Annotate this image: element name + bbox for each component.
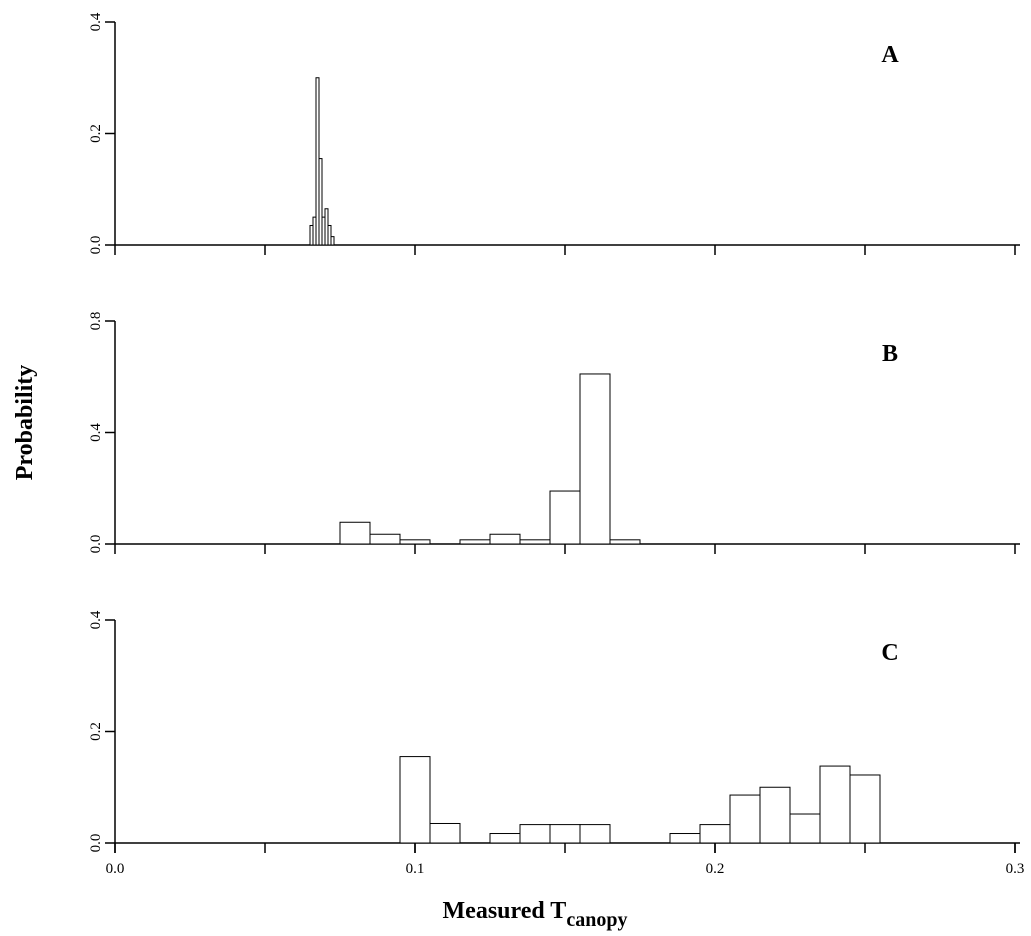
y-tick-label: 0.0	[88, 236, 104, 255]
y-axis-label: Probability	[12, 365, 38, 481]
panel-label: B	[882, 341, 898, 367]
y-tick-label: 0.4	[88, 610, 104, 629]
bar	[819, 765, 851, 844]
bar	[369, 533, 401, 545]
bar	[789, 813, 821, 844]
bar	[327, 224, 332, 246]
y-tick-label: 0.8	[88, 312, 104, 331]
bar	[399, 756, 431, 844]
bar	[339, 521, 371, 545]
bar	[729, 794, 761, 844]
bar	[519, 539, 551, 545]
x-axis-label-sub: canopy	[566, 909, 627, 931]
x-tick-label: 0.1	[406, 861, 425, 877]
y-tick-label: 0.0	[88, 834, 104, 853]
x-axis-label: Measured Tcanopy	[443, 898, 628, 931]
panel-label: A	[881, 42, 899, 68]
bar	[549, 490, 581, 545]
bar	[579, 824, 611, 844]
bar	[759, 786, 791, 844]
bar	[330, 236, 335, 246]
y-tick-label: 0.2	[88, 722, 104, 741]
y-tick-label: 0.4	[88, 12, 104, 31]
bar	[849, 774, 881, 844]
y-tick-label: 0.4	[88, 423, 104, 442]
bar	[609, 539, 641, 545]
panel-label: C	[881, 640, 898, 666]
bar	[669, 833, 701, 844]
x-tick-label: 0.2	[706, 861, 725, 877]
bar	[459, 539, 491, 545]
bar	[429, 822, 461, 844]
bar	[399, 539, 431, 545]
x-axis-label-main: Measured T	[443, 898, 567, 924]
bar	[699, 824, 731, 844]
bar	[489, 533, 521, 545]
y-tick-label: 0.0	[88, 535, 104, 554]
bar	[489, 833, 521, 844]
x-tick-label: 0.0	[106, 861, 125, 877]
bar	[318, 158, 323, 246]
y-tick-label: 0.2	[88, 124, 104, 143]
bar	[579, 373, 611, 545]
bar	[519, 824, 551, 844]
bar	[549, 824, 581, 844]
x-tick-label: 0.3	[1006, 861, 1025, 877]
